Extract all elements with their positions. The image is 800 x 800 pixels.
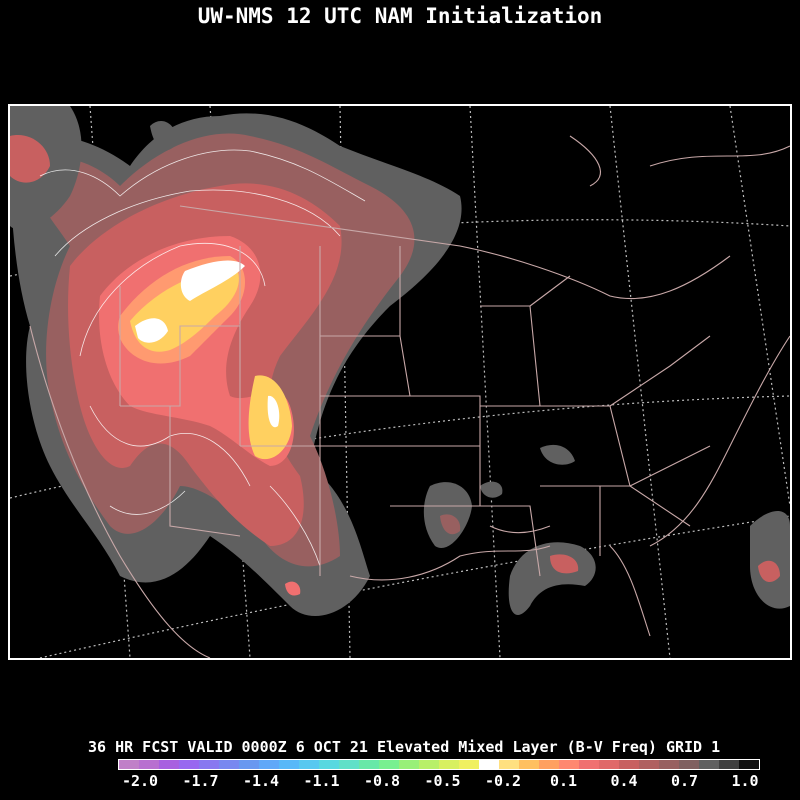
- contour-outer: [750, 511, 790, 609]
- legend-swatch: [639, 760, 659, 769]
- contour-top: [267, 395, 280, 428]
- legend-swatch: [579, 760, 599, 769]
- legend-swatch: [139, 760, 159, 769]
- legend-swatch: [559, 760, 579, 769]
- legend-swatch: [459, 760, 479, 769]
- legend-tick-label: 1.0: [731, 772, 759, 790]
- legend-swatch: [679, 760, 699, 769]
- legend-swatch: [739, 760, 759, 769]
- legend-tick-label: -1.4: [242, 772, 280, 790]
- map-panel: [8, 104, 792, 660]
- legend-swatch: [179, 760, 199, 769]
- contour-outer: [150, 121, 178, 151]
- legend-swatch: [539, 760, 559, 769]
- legend-swatch: [319, 760, 339, 769]
- legend-swatch: [699, 760, 719, 769]
- legend-swatch: [259, 760, 279, 769]
- legend-swatch: [359, 760, 379, 769]
- contour-top: [180, 260, 245, 301]
- legend-swatch: [339, 760, 359, 769]
- boundaries: [29, 135, 790, 658]
- legend-swatch: [399, 760, 419, 769]
- legend-swatch: [159, 760, 179, 769]
- legend-swatch: [419, 760, 439, 769]
- legend-swatch: [379, 760, 399, 769]
- legend-swatch: [299, 760, 319, 769]
- legend-tick-label: -1.1: [303, 772, 340, 790]
- figure-caption: 36 HR FCST VALID 0000Z 6 OCT 21 Elevated…: [88, 738, 721, 756]
- legend-tick-label: 0.1: [549, 772, 578, 790]
- legend-swatch: [619, 760, 639, 769]
- legend-swatch: [199, 760, 219, 769]
- legend-swatch: [239, 760, 259, 769]
- legend-tick-label: 0.7: [670, 772, 699, 790]
- legend-swatch: [119, 760, 139, 769]
- contour-mid: [758, 560, 780, 582]
- contour-top: [135, 318, 168, 343]
- legend-swatch: [439, 760, 459, 769]
- contour-outer: [508, 542, 596, 615]
- legend-tick-label: -1.7: [182, 772, 219, 790]
- contour-low: [440, 514, 461, 535]
- legend-swatch: [599, 760, 619, 769]
- field-contours: [10, 106, 790, 616]
- legend-tick-label: -2.0: [121, 772, 159, 790]
- contour-mid: [550, 554, 579, 574]
- contour-outer: [480, 481, 503, 498]
- legend-swatch: [519, 760, 539, 769]
- legend-swatch: [659, 760, 679, 769]
- legend-tick-label: -0.8: [363, 772, 401, 790]
- legend-swatch: [719, 760, 739, 769]
- legend-tick-label: -0.5: [424, 772, 461, 790]
- contour-high: [285, 581, 301, 596]
- chart-title: UW-NMS 12 UTC NAM Initialization: [197, 4, 603, 28]
- color-legend-bar: [118, 759, 760, 770]
- legend-tick-label: 0.4: [610, 772, 638, 790]
- legend-tick-label: -0.2: [484, 772, 522, 790]
- legend-swatch: [279, 760, 299, 769]
- contour-mid: [10, 135, 50, 183]
- legend-swatch: [219, 760, 239, 769]
- legend-swatch: [499, 760, 519, 769]
- color-legend-ticks: -2.0 -1.7 -1.4 -1.1 -0.8 -0.5 -0.2 0.1 0.4 0.7 1.0: [0, 772, 800, 792]
- legend-swatch: [479, 760, 499, 769]
- contour-outer: [540, 444, 575, 465]
- map-plot: [10, 106, 790, 658]
